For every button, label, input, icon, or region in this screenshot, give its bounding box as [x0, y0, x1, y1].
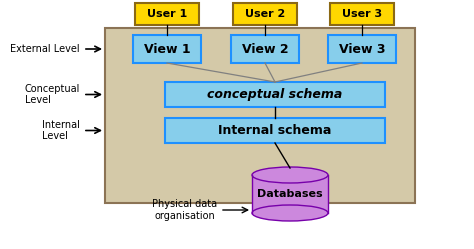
Bar [105, 28, 415, 203]
FancyBboxPatch shape [330, 3, 394, 25]
Text: View 1: View 1 [144, 43, 191, 56]
Text: Databases: Databases [257, 189, 323, 199]
Text: Internal
Level: Internal Level [42, 120, 80, 141]
Text: View 3: View 3 [339, 43, 385, 56]
Text: Physical data
organisation: Physical data organisation [153, 199, 218, 221]
Text: Conceptual
Level: Conceptual Level [25, 84, 80, 105]
FancyBboxPatch shape [135, 3, 199, 25]
Text: View 2: View 2 [242, 43, 288, 56]
FancyBboxPatch shape [165, 118, 385, 143]
FancyBboxPatch shape [133, 35, 201, 63]
Ellipse shape [252, 205, 328, 221]
FancyBboxPatch shape [328, 35, 396, 63]
FancyBboxPatch shape [233, 3, 297, 25]
Text: Internal schema: Internal schema [219, 124, 332, 137]
Bar [252, 175, 328, 213]
Ellipse shape [252, 167, 328, 183]
Text: User 3: User 3 [342, 9, 382, 19]
FancyBboxPatch shape [165, 82, 385, 107]
Text: User 2: User 2 [245, 9, 285, 19]
Text: User 1: User 1 [147, 9, 187, 19]
Text: External Level: External Level [10, 44, 80, 54]
Text: conceptual schema: conceptual schema [207, 88, 343, 101]
FancyBboxPatch shape [231, 35, 299, 63]
